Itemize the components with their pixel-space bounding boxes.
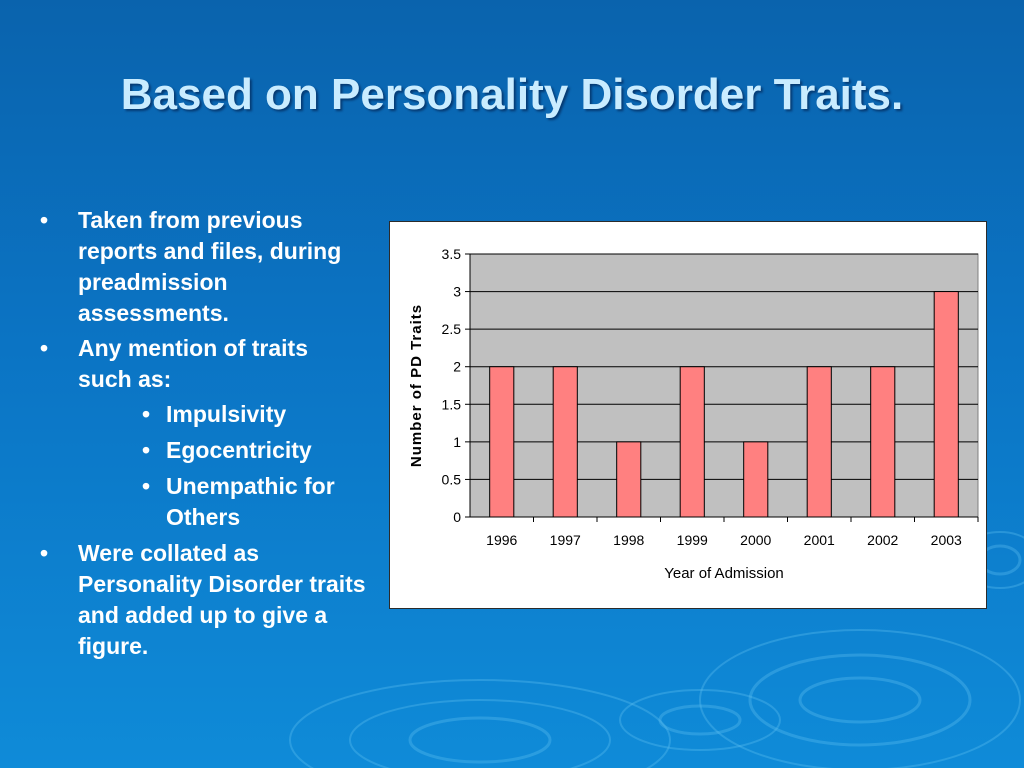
y-tick-label: 2 xyxy=(453,359,461,375)
bar-1996 xyxy=(489,366,515,518)
x-tick-label: 1998 xyxy=(613,532,644,548)
x-tick-label: 1996 xyxy=(486,532,517,548)
slide-title: Based on Personality Disorder Traits. xyxy=(120,70,904,119)
bullet-list: • Taken from previous reports and files,… xyxy=(38,205,368,666)
sub-bullet-item: • Egocentricity xyxy=(38,435,368,466)
x-tick-label: 2000 xyxy=(740,532,771,548)
bullet-glyph: • xyxy=(40,207,49,233)
sub-bullet-item: • Impulsivity xyxy=(38,399,368,430)
bar-1998 xyxy=(616,441,642,518)
bar-1997 xyxy=(552,366,578,518)
bar-2001 xyxy=(806,366,832,518)
y-tick-label: 2.5 xyxy=(442,321,462,337)
x-axis-title: Year of Admission xyxy=(664,565,784,582)
bullet-item: • Taken from previous reports and files,… xyxy=(38,205,368,329)
plot-area xyxy=(469,253,979,518)
bullet-glyph: • xyxy=(142,437,151,463)
bullet-glyph: • xyxy=(40,540,49,566)
bullet-text: Were collated as Personality Disorder tr… xyxy=(78,540,366,659)
bullet-text: Taken from previous reports and files, d… xyxy=(78,207,342,326)
sub-bullet-text: Unempathic for Others xyxy=(166,473,335,530)
bars xyxy=(489,291,959,518)
y-tick-label: 3 xyxy=(453,284,461,300)
sub-bullet-text: Impulsivity xyxy=(166,401,287,427)
bullet-glyph: • xyxy=(142,473,151,499)
x-tick-label: 2002 xyxy=(867,532,898,548)
x-tick-label: 1997 xyxy=(550,532,581,548)
bar-2000 xyxy=(743,441,769,518)
bar-chart: 0 0.5 1 1.5 2 2.5 3 3.5 1996 1997 1998 1999 2000 200… xyxy=(389,221,987,609)
bar-2003 xyxy=(933,291,959,518)
bar-1999 xyxy=(679,366,705,518)
x-tick-label: 2003 xyxy=(931,532,962,548)
bullet-item: • Were collated as Personality Disorder … xyxy=(38,538,368,662)
bullet-item: • Any mention of traits such as: xyxy=(38,333,368,395)
y-tick-label: 3.5 xyxy=(442,246,462,262)
bullet-glyph: • xyxy=(142,401,151,427)
y-tick-label: 0.5 xyxy=(442,471,462,487)
y-tick-label: 1 xyxy=(453,434,461,450)
bar-2002 xyxy=(870,366,896,518)
y-axis-title: Number of PD Traits xyxy=(408,304,425,467)
y-tick-label: 0 xyxy=(453,509,461,525)
y-tick-label: 1.5 xyxy=(442,396,462,412)
chart-canvas: 0 0.5 1 1.5 2 2.5 3 3.5 1996 1997 1998 1999 2000 200… xyxy=(408,246,979,582)
axes xyxy=(465,253,979,522)
x-tick-labels: 1996 1997 1998 1999 2000 2001 2002 2003 xyxy=(486,532,962,548)
sub-bullet-item: • Unempathic for Others xyxy=(38,471,368,533)
y-tick-labels: 0 0.5 1 1.5 2 2.5 3 3.5 xyxy=(442,246,462,525)
sub-bullet-text: Egocentricity xyxy=(166,437,312,463)
bullet-glyph: • xyxy=(40,335,49,361)
bullet-text: Any mention of traits such as: xyxy=(78,335,309,392)
x-tick-label: 2001 xyxy=(804,532,835,548)
x-tick-label: 1999 xyxy=(677,532,708,548)
